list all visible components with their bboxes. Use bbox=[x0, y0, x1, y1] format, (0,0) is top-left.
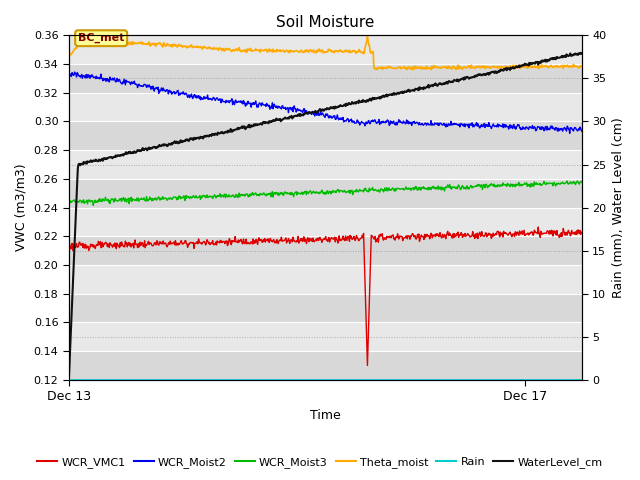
Bar bbox=[69, 351, 582, 380]
Bar bbox=[69, 36, 582, 64]
Bar bbox=[69, 150, 582, 179]
Bar bbox=[69, 93, 582, 121]
Bar bbox=[69, 236, 582, 265]
Bar bbox=[69, 323, 582, 351]
X-axis label: Time: Time bbox=[310, 409, 340, 422]
Bar bbox=[69, 294, 582, 323]
Bar bbox=[69, 64, 582, 93]
Y-axis label: Rain (mm), Water Level (cm): Rain (mm), Water Level (cm) bbox=[612, 117, 625, 298]
Y-axis label: VWC (m3/m3): VWC (m3/m3) bbox=[15, 164, 28, 252]
Title: Soil Moisture: Soil Moisture bbox=[276, 15, 374, 30]
Legend: WCR_VMC1, WCR_Moist2, WCR_Moist3, Theta_moist, Rain, WaterLevel_cm: WCR_VMC1, WCR_Moist2, WCR_Moist3, Theta_… bbox=[33, 452, 607, 472]
Bar bbox=[69, 207, 582, 236]
Text: BC_met: BC_met bbox=[78, 33, 124, 43]
Bar bbox=[69, 179, 582, 207]
Bar bbox=[69, 265, 582, 294]
Bar bbox=[69, 121, 582, 150]
